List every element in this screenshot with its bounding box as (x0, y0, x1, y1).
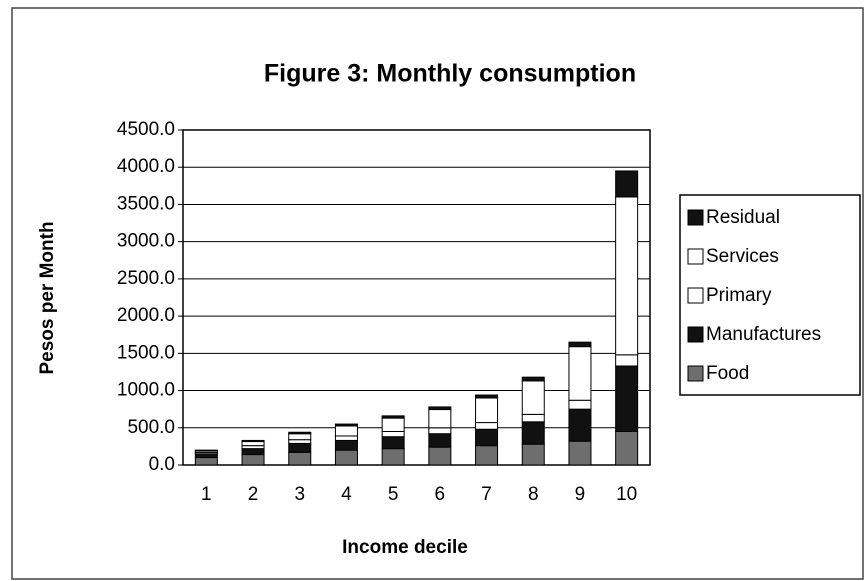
legend-label: Residual (706, 207, 780, 228)
x-tick-label: 5 (388, 484, 399, 505)
bar-segment (288, 451, 312, 466)
bar-segment (288, 439, 312, 444)
x-tick-label: 2 (248, 484, 259, 505)
bar-segment (475, 422, 499, 430)
bar-segment (568, 440, 592, 466)
bar-segment (194, 453, 218, 459)
bar-segment (615, 196, 639, 356)
x-tick-label: 6 (435, 484, 446, 505)
bar-segment (475, 428, 499, 447)
bar-segment (428, 446, 452, 466)
bar-segment (521, 443, 545, 466)
bar-segment (241, 441, 265, 447)
x-tick-label: 1 (201, 484, 212, 505)
bar-segment (381, 431, 405, 438)
bar-segment (334, 439, 358, 451)
legend-label: Manufactures (706, 324, 821, 345)
x-tick-label: 8 (528, 484, 539, 505)
y-tick-label: 3000.0 (117, 231, 175, 252)
bar-segment (381, 415, 405, 419)
y-tick-label: 3500.0 (117, 193, 175, 214)
bar-segment (428, 409, 452, 429)
bar-segment (475, 394, 499, 399)
y-tick-label: 1500.0 (117, 342, 175, 363)
bar-segment (615, 354, 639, 367)
legend-box (679, 194, 861, 396)
legend-swatch (687, 365, 704, 382)
bar-segment (288, 433, 312, 441)
y-tick-label: 2000.0 (117, 305, 175, 326)
bar-segment (381, 436, 405, 450)
bar-segment (194, 449, 218, 452)
bar-segment (381, 417, 405, 433)
bar-segment (381, 448, 405, 466)
bar-segment (475, 445, 499, 466)
y-tick-label: 500.0 (127, 417, 175, 438)
bar-segment (241, 439, 265, 443)
bar-segment (568, 408, 592, 442)
x-tick-label: 3 (294, 484, 305, 505)
legend-swatch (687, 287, 704, 304)
bar-segment (288, 442, 312, 453)
legend-label: Primary (706, 285, 772, 306)
bar-segment (568, 399, 592, 410)
legend-label: Food (706, 363, 749, 384)
bar-segment (241, 454, 265, 466)
legend-swatch (687, 326, 704, 343)
bar-segment (241, 448, 265, 456)
x-tick-label: 4 (341, 484, 352, 505)
legend-swatch (687, 209, 704, 226)
bar-segment (428, 406, 452, 411)
y-tick-label: 0.0 (149, 454, 175, 475)
legend-label: Services (706, 246, 779, 267)
bar-segment (615, 170, 639, 198)
bar-segment (521, 421, 545, 445)
bar-segment (334, 423, 358, 427)
bar-segment (334, 425, 358, 437)
y-tick-label: 4500.0 (117, 119, 175, 140)
bar-segment (521, 413, 545, 423)
bar-segment (334, 435, 358, 441)
x-tick-label: 7 (481, 484, 492, 505)
bar-segment (521, 376, 545, 382)
bar-segment (615, 431, 639, 466)
bar-segment (428, 427, 452, 435)
bar-segment (194, 457, 218, 466)
plot-border (182, 129, 651, 466)
legend-swatch (687, 248, 704, 265)
bar-segment (615, 365, 639, 432)
x-axis-label: Income decile (342, 537, 468, 558)
y-axis-label: Pesos per Month (37, 221, 58, 374)
bar-segment (521, 380, 545, 415)
bar-segment (568, 341, 592, 348)
bar-segment (334, 449, 358, 466)
bar-segment (288, 431, 312, 435)
bar-segment (428, 433, 452, 448)
y-tick-label: 2500.0 (117, 268, 175, 289)
bar-segment (475, 397, 499, 424)
y-tick-label: 4000.0 (117, 156, 175, 177)
y-tick-label: 1000.0 (117, 380, 175, 401)
bar-segment (568, 346, 592, 401)
x-tick-label: 10 (616, 484, 637, 505)
x-tick-label: 9 (575, 484, 586, 505)
chart-title: Figure 3: Monthly consumption (264, 60, 636, 88)
